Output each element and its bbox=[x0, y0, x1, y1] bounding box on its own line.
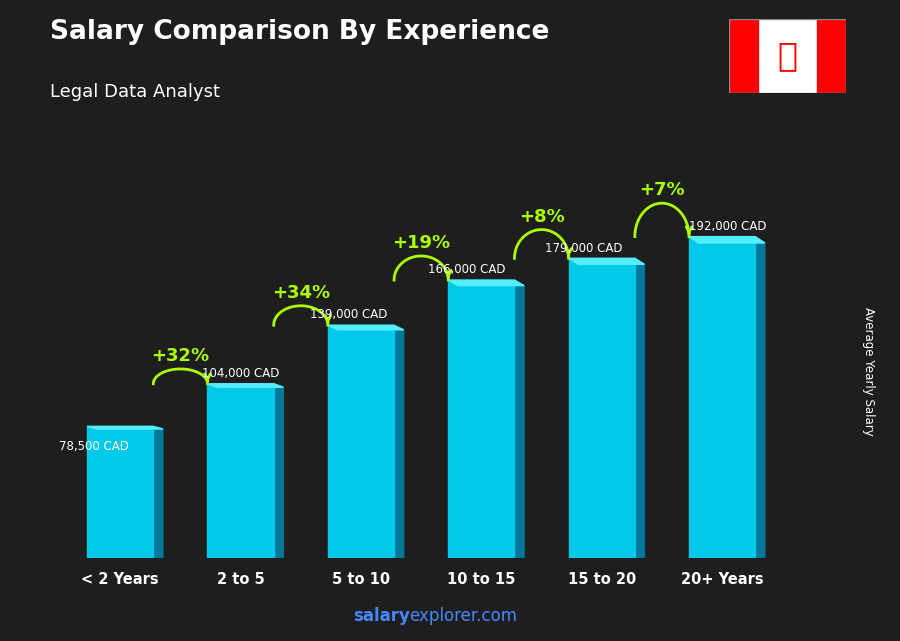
Text: Legal Data Analyst: Legal Data Analyst bbox=[50, 83, 220, 101]
Text: +34%: +34% bbox=[272, 284, 329, 302]
Text: 104,000 CAD: 104,000 CAD bbox=[202, 367, 279, 380]
Bar bbox=[208, 384, 274, 558]
Text: Salary Comparison By Experience: Salary Comparison By Experience bbox=[50, 19, 549, 46]
Polygon shape bbox=[569, 258, 644, 264]
Polygon shape bbox=[755, 237, 765, 558]
Text: +7%: +7% bbox=[639, 181, 685, 199]
Text: salary: salary bbox=[353, 607, 410, 625]
Text: 192,000 CAD: 192,000 CAD bbox=[689, 220, 767, 233]
Text: 166,000 CAD: 166,000 CAD bbox=[428, 263, 506, 276]
Polygon shape bbox=[153, 426, 163, 558]
Polygon shape bbox=[634, 258, 644, 558]
Text: 139,000 CAD: 139,000 CAD bbox=[310, 308, 388, 321]
Polygon shape bbox=[394, 325, 404, 558]
Polygon shape bbox=[274, 384, 284, 558]
Bar bbox=[689, 237, 755, 558]
Polygon shape bbox=[208, 384, 284, 387]
Polygon shape bbox=[87, 426, 163, 429]
Text: +8%: +8% bbox=[518, 208, 564, 226]
Bar bbox=[569, 258, 634, 558]
Bar bbox=[87, 426, 153, 558]
Text: explorer.com: explorer.com bbox=[410, 607, 518, 625]
Text: Average Yearly Salary: Average Yearly Salary bbox=[862, 308, 875, 436]
Text: 179,000 CAD: 179,000 CAD bbox=[544, 242, 623, 254]
Polygon shape bbox=[515, 280, 524, 558]
Bar bbox=[328, 325, 394, 558]
Polygon shape bbox=[689, 237, 765, 243]
Polygon shape bbox=[328, 325, 404, 330]
Bar bbox=[817, 19, 846, 93]
Text: +32%: +32% bbox=[151, 347, 210, 365]
Text: +19%: +19% bbox=[392, 234, 450, 252]
Text: 🍁: 🍁 bbox=[778, 40, 797, 72]
Bar bbox=[729, 19, 758, 93]
Polygon shape bbox=[448, 280, 524, 286]
Text: 78,500 CAD: 78,500 CAD bbox=[58, 440, 129, 453]
Bar bbox=[448, 280, 515, 558]
